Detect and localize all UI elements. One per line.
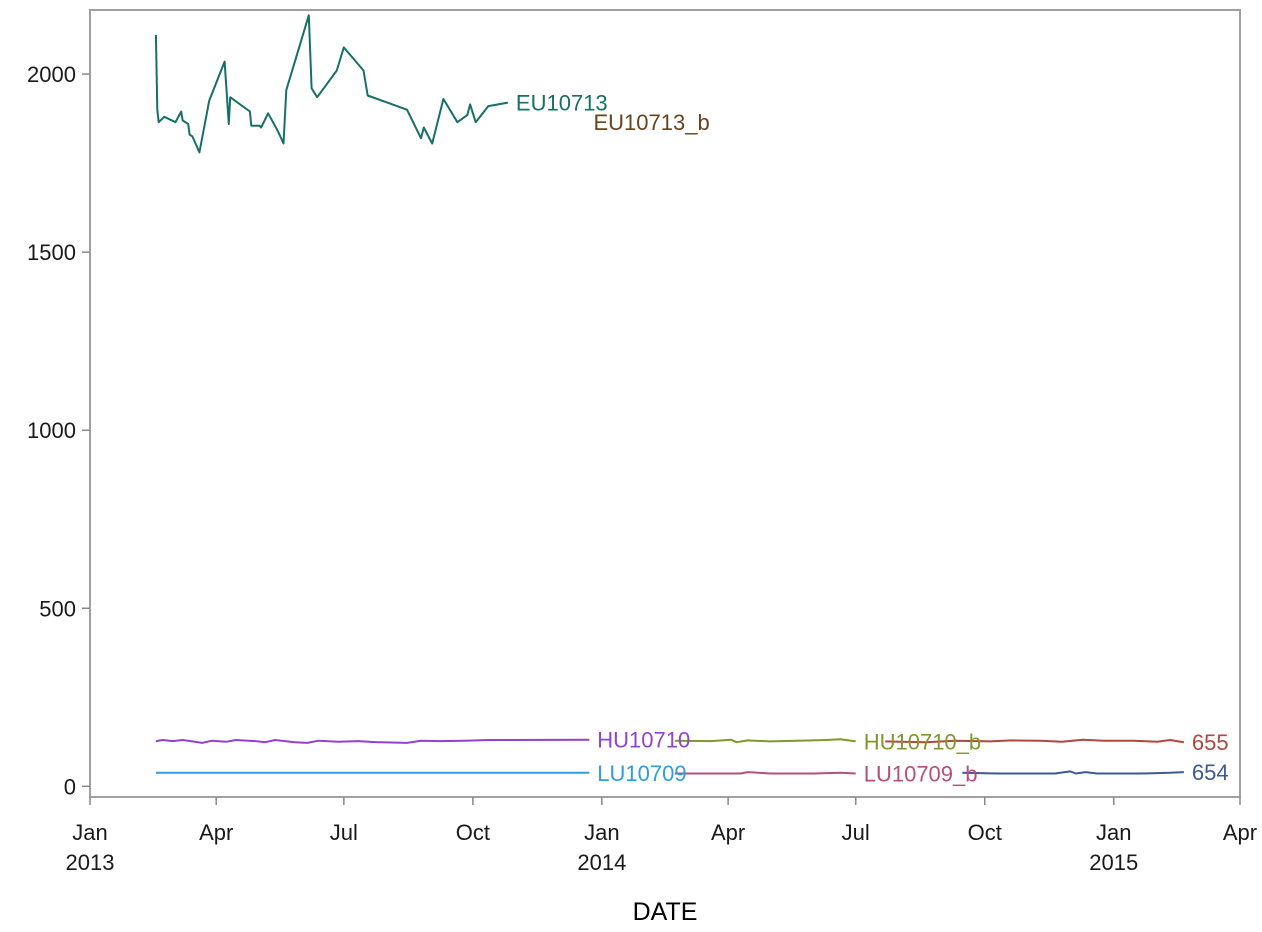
series-line-655 <box>885 738 1185 744</box>
x-tick-year-label: 2014 <box>577 850 626 875</box>
series-label-655: 655 <box>1192 730 1229 755</box>
x-tick-label: Jul <box>330 820 358 845</box>
series-label-eu10713_b: EU10713_b <box>593 110 709 135</box>
x-tick-label: Jan <box>584 820 619 845</box>
series-label-lu10709_b: LU10709_b <box>864 761 978 786</box>
x-tick-label: Oct <box>968 820 1002 845</box>
series-label-hu10710: HU10710 <box>597 728 690 753</box>
y-tick-label: 1500 <box>27 240 76 265</box>
x-tick-label: Oct <box>456 820 490 845</box>
series-line-eu10713 <box>154 14 509 154</box>
series-line-hu10710_b <box>674 738 856 744</box>
series-layer <box>154 14 1185 775</box>
x-tick-label: Apr <box>1223 820 1257 845</box>
x-tick-label: Jan <box>72 820 107 845</box>
x-tick-label: Apr <box>199 820 233 845</box>
x-tick-year-label: 2015 <box>1089 850 1138 875</box>
y-tick-label: 2000 <box>27 62 76 87</box>
plot-frame <box>89 9 1241 798</box>
x-tick-label: Jan <box>1096 820 1131 845</box>
x-axis: Jan 2013 Apr Jul Oct Jan 2014 Apr Jul Oct Jan 2015 A… <box>66 797 1257 875</box>
series-label-lu10709: LU10709 <box>597 761 686 786</box>
x-axis-title: DATE <box>633 898 698 926</box>
y-axis: 0 500 1000 1500 2000 <box>27 62 90 799</box>
x-tick-year-label: 2013 <box>66 850 115 875</box>
y-tick-label: 500 <box>39 596 76 621</box>
y-tick-label: 0 <box>64 774 76 799</box>
series-label-654: 654 <box>1192 760 1229 785</box>
series-label-eu10713: EU10713 <box>516 91 608 116</box>
y-tick-label: 1000 <box>27 418 76 443</box>
series-label-hu10710_b: HU10710_b <box>864 729 981 754</box>
x-tick-label: Jul <box>842 820 870 845</box>
series-line-654 <box>962 770 1184 775</box>
series-line-lu10709_b <box>674 771 856 775</box>
series-line-hu10710 <box>155 738 590 744</box>
x-tick-label: Apr <box>711 820 745 845</box>
